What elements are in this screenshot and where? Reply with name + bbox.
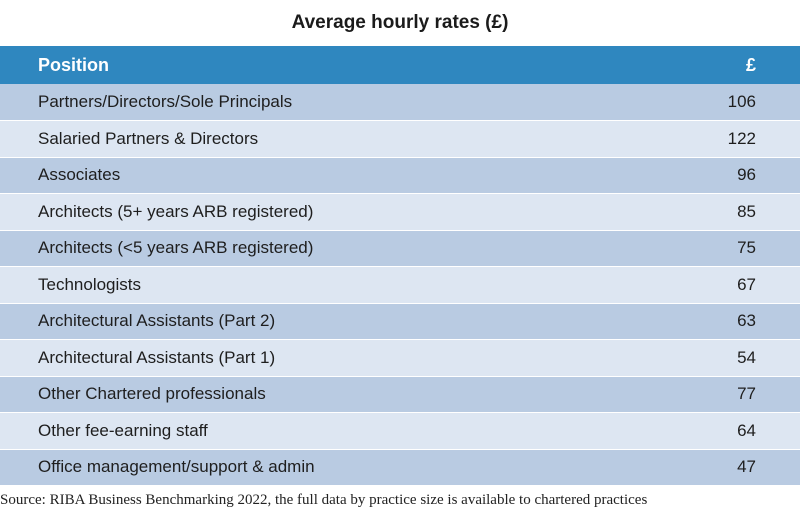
position-cell: Associates xyxy=(0,157,600,194)
table-row: Other fee-earning staff 64 xyxy=(0,412,800,450)
position-cell: Architects (5+ years ARB registered) xyxy=(0,193,600,231)
table-row: Architects (<5 years ARB registered) 75 xyxy=(0,230,800,267)
table-row: Salaried Partners & Directors 122 xyxy=(0,120,800,158)
rate-cell: 85 xyxy=(600,193,800,231)
rates-table: Position £ Partners/Directors/Sole Princ… xyxy=(0,46,800,486)
position-cell: Architectural Assistants (Part 1) xyxy=(0,339,600,377)
source-note: Source: RIBA Business Benchmarking 2022,… xyxy=(0,492,648,508)
position-cell: Other fee-earning staff xyxy=(0,412,600,450)
table-row: Architects (5+ years ARB registered) 85 xyxy=(0,193,800,231)
rate-cell: 67 xyxy=(600,266,800,304)
rate-cell: 47 xyxy=(600,449,800,486)
rate-cell: 75 xyxy=(600,230,800,267)
table-row: Architectural Assistants (Part 1) 54 xyxy=(0,339,800,377)
position-cell: Architectural Assistants (Part 2) xyxy=(0,303,600,340)
table-row: Partners/Directors/Sole Principals 106 xyxy=(0,84,800,121)
rate-cell: 106 xyxy=(600,84,800,121)
table-title: Average hourly rates (£) xyxy=(291,12,509,33)
position-cell: Other Chartered professionals xyxy=(0,376,600,413)
rate-cell: 122 xyxy=(600,120,800,158)
position-cell: Office management/support & admin xyxy=(0,449,600,486)
table-row: Associates 96 xyxy=(0,157,800,194)
column-header-position: Position xyxy=(38,54,109,75)
rate-cell: 96 xyxy=(600,157,800,194)
table-header-row: Position £ xyxy=(0,46,800,84)
position-cell: Technologists xyxy=(0,266,600,304)
column-header-value: £ xyxy=(745,54,756,75)
rate-cell: 54 xyxy=(600,339,800,377)
position-cell: Architects (<5 years ARB registered) xyxy=(0,230,600,267)
rate-cell: 63 xyxy=(600,303,800,340)
position-cell: Salaried Partners & Directors xyxy=(0,120,600,158)
table-row: Other Chartered professionals 77 xyxy=(0,376,800,413)
table-row: Technologists 67 xyxy=(0,266,800,304)
position-cell: Partners/Directors/Sole Principals xyxy=(0,84,600,121)
table-row: Architectural Assistants (Part 2) 63 xyxy=(0,303,800,340)
rate-cell: 77 xyxy=(600,376,800,413)
rate-cell: 64 xyxy=(600,412,800,450)
table-row: Office management/support & admin 47 xyxy=(0,449,800,486)
